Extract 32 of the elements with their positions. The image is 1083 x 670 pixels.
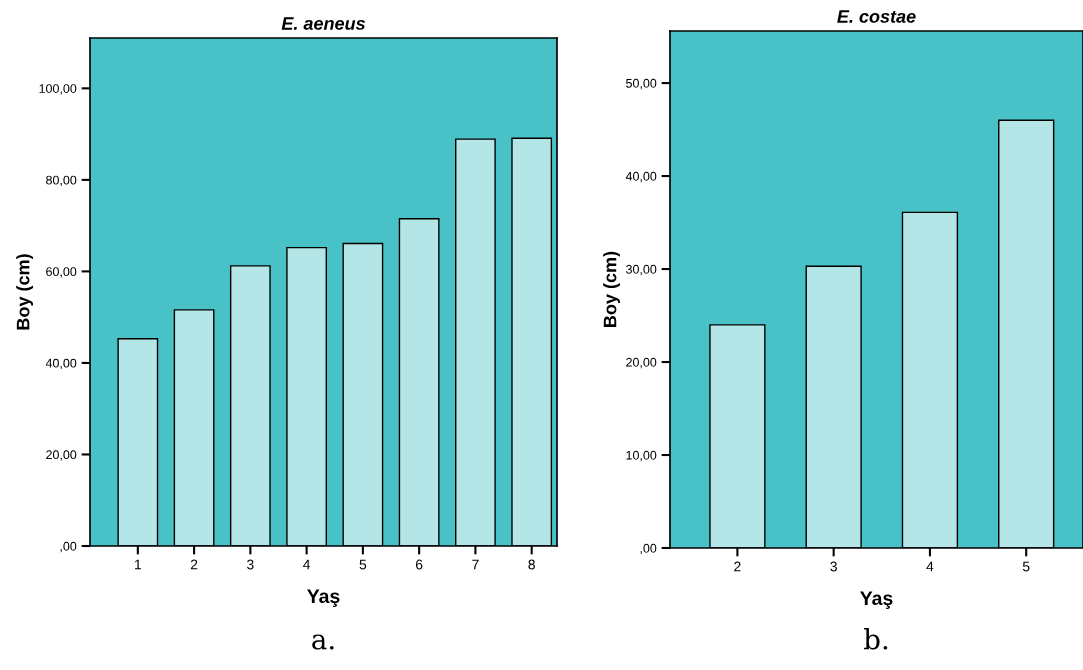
x-tick-label: 4 <box>303 559 311 570</box>
x-tick-label: 1 <box>135 559 142 570</box>
text: b. <box>863 628 888 650</box>
x-tick-label: 4 <box>926 561 934 572</box>
y-tick-label: 100,00 <box>39 84 77 95</box>
y-axis-title: Boy (cm) <box>16 254 34 330</box>
x-tick-label: 2 <box>190 559 198 570</box>
y-tick-label: 50,00 <box>626 78 657 90</box>
y-axis-title: Boy (cm) <box>603 251 620 327</box>
x-tick-label: 7 <box>472 559 479 570</box>
x-tick-label: 8 <box>528 559 535 570</box>
y-tick-label: 60,00 <box>46 267 77 278</box>
y-tick-label: 30,00 <box>626 264 657 276</box>
x-tick-label: 5 <box>359 559 367 570</box>
y-tick-label: ,00 <box>60 541 77 553</box>
x-tick-label: 2 <box>734 561 741 572</box>
x-tick-label: 5 <box>1022 561 1030 572</box>
y-tick-label: 10,00 <box>626 450 657 462</box>
chart-title: E. costae <box>837 10 916 23</box>
y-tick-label: 20,00 <box>46 450 77 461</box>
x-axis-title: Yaş <box>860 591 893 609</box>
x-tick-label: 6 <box>415 559 423 570</box>
y-tick-label: 40,00 <box>625 171 657 183</box>
x-axis-title: Yaş <box>307 589 340 607</box>
text: a. <box>312 634 334 650</box>
y-tick-label: 80,00 <box>46 175 77 186</box>
y-tick-label: ,00 <box>640 543 657 555</box>
y-tick-label: 20,00 <box>626 357 657 369</box>
x-tick-label: 3 <box>247 559 254 570</box>
chart-title: E. aeneus <box>281 17 366 30</box>
y-tick-label: 40,00 <box>45 358 77 370</box>
x-tick-label: 3 <box>830 561 837 572</box>
